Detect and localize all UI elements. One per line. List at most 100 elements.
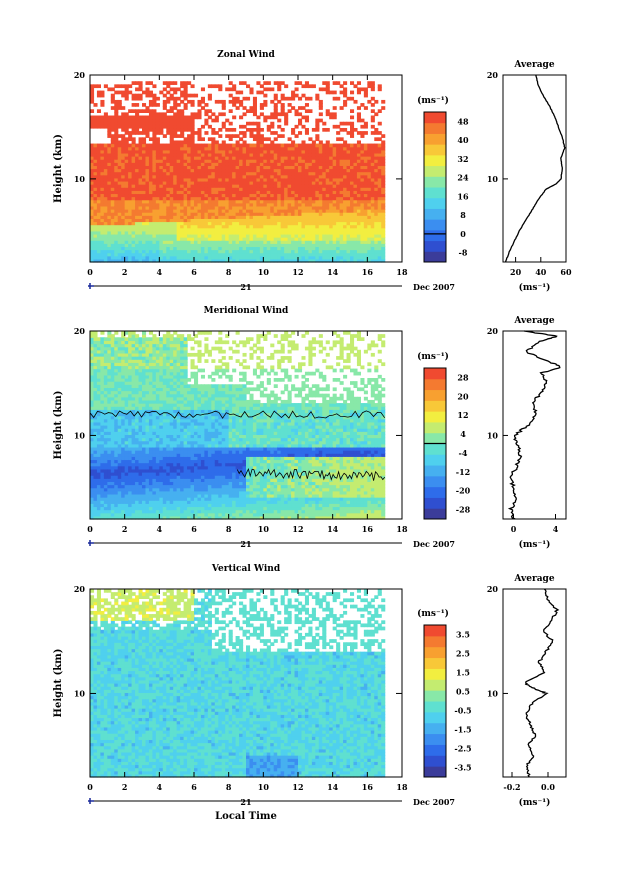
heatmap-cell — [169, 131, 174, 135]
heatmap-cell — [180, 237, 185, 241]
heatmap-cell — [148, 237, 153, 241]
heatmap-cell — [93, 218, 98, 223]
heatmap-cell — [200, 215, 205, 219]
heatmap-cell — [107, 152, 112, 157]
heatmap-cell — [142, 218, 147, 223]
heatmap-cell — [180, 171, 185, 176]
heatmap-cell — [124, 258, 129, 263]
heatmap-cell — [145, 93, 150, 98]
heatmap-cell — [145, 149, 150, 154]
heatmap-cell — [110, 137, 115, 142]
heatmap-cell — [131, 137, 136, 142]
heatmap-cell — [93, 118, 98, 123]
heatmap-cell — [346, 96, 351, 101]
heatmap-cell — [93, 255, 98, 260]
heatmap-cell — [155, 174, 160, 179]
heatmap-cell — [159, 121, 164, 126]
x-tick-label: 10 — [258, 267, 270, 277]
heatmap-cell — [96, 93, 101, 98]
heatmap-cell — [135, 115, 140, 120]
heatmap-cell — [246, 84, 251, 89]
y-axis-label: Height (km) — [53, 134, 64, 203]
heatmap-cell — [239, 99, 244, 104]
heatmap-cell — [128, 237, 133, 241]
heatmap-cell — [287, 109, 292, 113]
heatmap-cell — [249, 87, 254, 92]
heatmap-cell — [135, 180, 140, 185]
heatmap-cell — [107, 331, 112, 335]
heatmap-cell — [148, 109, 153, 113]
heatmap-cell — [166, 240, 171, 244]
heatmap-cell — [142, 249, 147, 254]
heatmap-cell — [356, 81, 361, 85]
heatmap-cell — [138, 143, 143, 148]
heatmap-cell — [103, 237, 108, 241]
heatmap-cell — [142, 168, 147, 173]
heatmap-cell — [148, 246, 153, 251]
heatmap-cell — [200, 146, 205, 151]
heatmap-cell — [173, 118, 178, 123]
heatmap-cell — [176, 103, 181, 107]
heatmap-cell — [142, 187, 147, 191]
heatmap-cell — [128, 199, 133, 204]
heatmap-cell — [110, 230, 115, 235]
heatmap-cell — [90, 205, 95, 210]
panel-title: Zonal Wind — [217, 50, 275, 60]
heatmap-cell — [121, 212, 126, 216]
heatmap-cell — [107, 230, 112, 235]
heatmap-cell — [159, 221, 164, 226]
heatmap-cell — [169, 124, 174, 129]
heatmap-cell — [155, 118, 160, 123]
heatmap-cell — [166, 184, 171, 188]
heatmap-cell — [145, 237, 150, 241]
heatmap-cell — [155, 103, 160, 107]
heatmap-cell — [124, 190, 129, 195]
heatmap-cell — [190, 149, 195, 154]
heatmap-cell — [128, 249, 133, 254]
heatmap-cell — [183, 174, 188, 179]
heatmap-cell — [180, 146, 185, 151]
heatmap-cell — [194, 212, 199, 216]
heatmap-cell — [256, 90, 261, 95]
heatmap-cell — [159, 190, 164, 195]
heatmap-cell — [194, 202, 199, 207]
heatmap-cell — [142, 121, 147, 126]
heatmap-cell — [183, 162, 188, 166]
heatmap-cell — [176, 227, 181, 232]
heatmap-cell — [103, 196, 108, 201]
heatmap-cell — [207, 93, 212, 98]
heatmap-cell — [131, 124, 136, 129]
heatmap-cell — [114, 131, 119, 135]
heatmap-cell — [93, 84, 98, 89]
average-x-tick-label: 60 — [560, 267, 572, 277]
heatmap-cell — [148, 149, 153, 154]
heatmap-cell — [114, 246, 119, 251]
heatmap-cell — [162, 227, 167, 232]
heatmap-cell — [145, 106, 150, 110]
heatmap-cell — [235, 90, 240, 95]
heatmap-cell — [266, 143, 271, 148]
heatmap-cell — [197, 233, 202, 238]
heatmap-cell — [169, 215, 174, 219]
heatmap-cell — [200, 159, 205, 163]
heatmap-cell — [242, 96, 247, 101]
heatmap-cell — [152, 240, 157, 244]
heatmap-cell — [121, 137, 126, 142]
heatmap-cell — [225, 87, 230, 92]
heatmap-cell — [96, 246, 101, 251]
heatmap-cell — [266, 124, 271, 129]
heatmap-cell — [169, 227, 174, 232]
heatmap-cell — [155, 168, 160, 173]
heatmap-cell — [145, 255, 150, 260]
heatmap-cell — [128, 202, 133, 207]
heatmap-cell — [131, 121, 136, 126]
heatmap-cell — [363, 143, 368, 148]
heatmap-cell — [131, 131, 136, 135]
heatmap-cell — [162, 184, 167, 188]
heatmap-cell — [90, 255, 95, 260]
heatmap-cell — [176, 180, 181, 185]
heatmap-cell — [173, 131, 178, 135]
heatmap-cell — [90, 224, 95, 229]
heatmap-cell — [173, 112, 178, 117]
heatmap-cell — [183, 84, 188, 89]
